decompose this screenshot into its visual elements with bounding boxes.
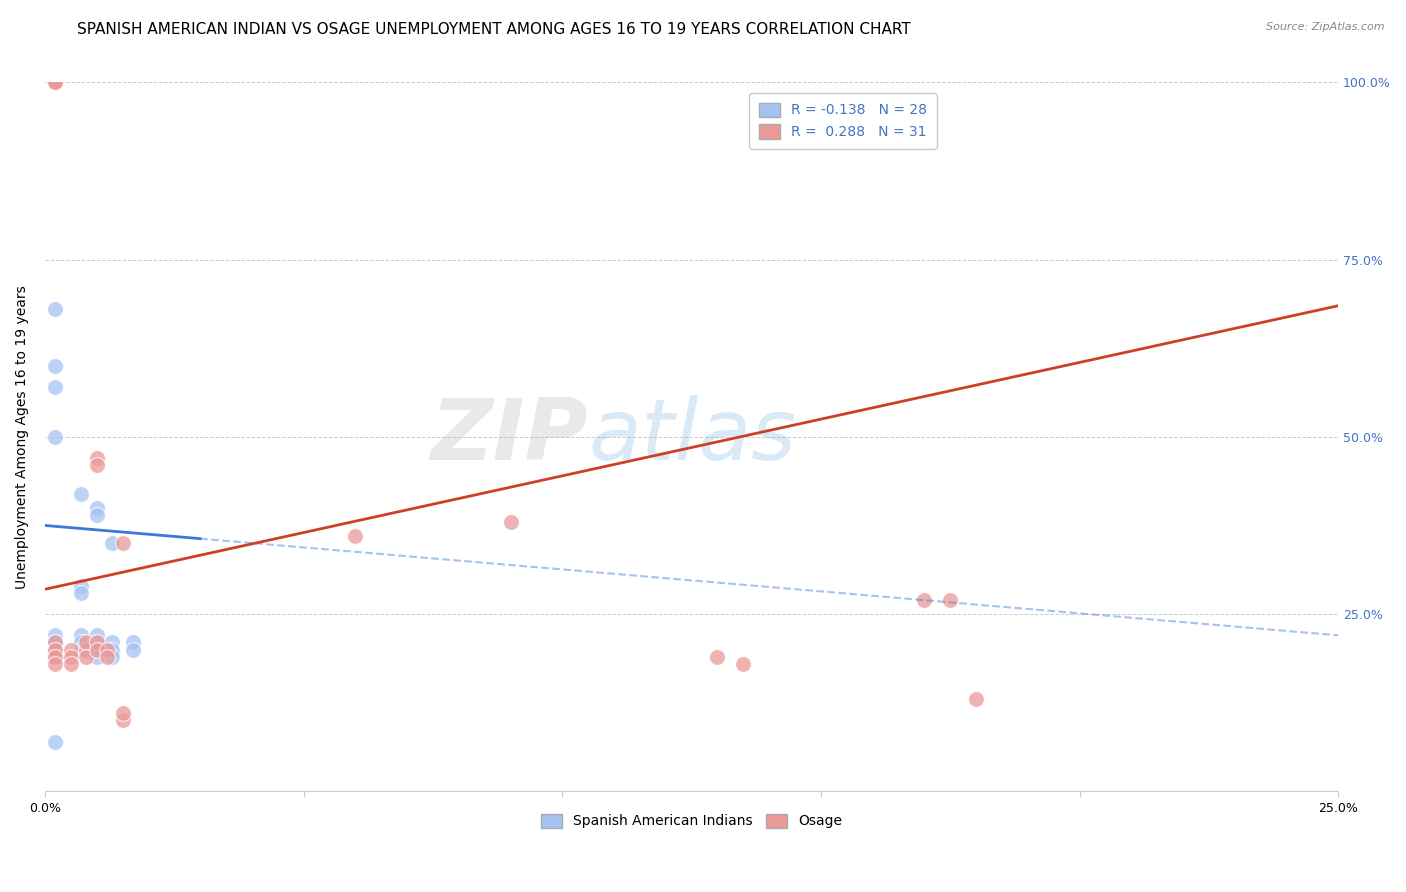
Point <box>101 649 124 664</box>
Point <box>965 692 987 706</box>
Point <box>44 75 66 89</box>
Point <box>44 635 66 649</box>
Point <box>86 642 108 657</box>
Point <box>733 657 755 671</box>
Text: SPANISH AMERICAN INDIAN VS OSAGE UNEMPLOYMENT AMONG AGES 16 TO 19 YEARS CORRELAT: SPANISH AMERICAN INDIAN VS OSAGE UNEMPLO… <box>77 22 911 37</box>
Point <box>101 635 124 649</box>
Point <box>86 649 108 664</box>
Text: Source: ZipAtlas.com: Source: ZipAtlas.com <box>1267 22 1385 32</box>
Point <box>75 642 97 657</box>
Point <box>344 529 367 543</box>
Text: atlas: atlas <box>588 395 796 478</box>
Point <box>86 642 108 657</box>
Point <box>44 75 66 89</box>
Point <box>499 515 522 529</box>
Point <box>44 628 66 642</box>
Point <box>86 451 108 466</box>
Point <box>44 75 66 89</box>
Point <box>59 657 82 671</box>
Point <box>706 649 728 664</box>
Point <box>912 593 935 607</box>
Point <box>44 635 66 649</box>
Point <box>96 649 118 664</box>
Point <box>86 635 108 649</box>
Point <box>70 642 93 657</box>
Point <box>111 714 134 728</box>
Point <box>122 635 145 649</box>
Point <box>122 642 145 657</box>
Point <box>86 500 108 515</box>
Legend: Spanish American Indians, Osage: Spanish American Indians, Osage <box>536 808 848 834</box>
Point <box>44 642 66 657</box>
Point <box>44 75 66 89</box>
Text: ZIP: ZIP <box>430 395 588 478</box>
Point <box>59 649 82 664</box>
Point <box>44 380 66 394</box>
Point <box>86 628 108 642</box>
Point <box>70 635 93 649</box>
Point <box>86 635 108 649</box>
Y-axis label: Unemployment Among Ages 16 to 19 years: Unemployment Among Ages 16 to 19 years <box>15 285 30 589</box>
Point <box>44 642 66 657</box>
Point <box>59 642 82 657</box>
Point <box>101 536 124 550</box>
Point <box>101 642 124 657</box>
Point <box>44 75 66 89</box>
Point <box>70 628 93 642</box>
Point <box>44 302 66 317</box>
Point <box>75 649 97 664</box>
Point <box>86 458 108 473</box>
Point <box>44 430 66 444</box>
Point <box>939 593 962 607</box>
Point <box>86 642 108 657</box>
Point <box>70 486 93 500</box>
Point <box>44 649 66 664</box>
Point <box>86 508 108 522</box>
Point <box>44 734 66 748</box>
Point <box>96 642 118 657</box>
Point <box>70 579 93 593</box>
Point <box>75 635 97 649</box>
Point <box>111 536 134 550</box>
Point <box>44 657 66 671</box>
Point <box>44 359 66 373</box>
Point <box>44 649 66 664</box>
Point <box>70 586 93 600</box>
Point <box>111 706 134 721</box>
